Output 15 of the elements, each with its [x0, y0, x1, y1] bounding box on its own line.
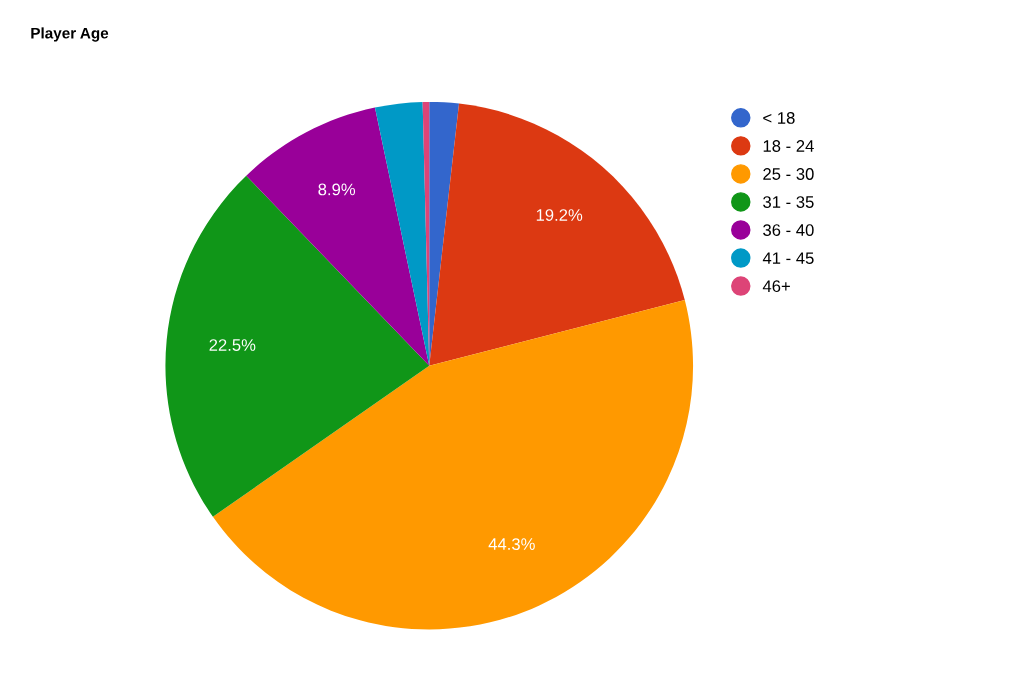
legend-label: 18 - 24	[763, 140, 814, 152]
legend-label: 36 - 40	[763, 224, 814, 236]
pie-slice	[429, 101, 460, 366]
data-label: 22.5%	[209, 339, 256, 351]
legend-label: 41 - 45	[762, 252, 814, 265]
legend-label: 25 - 30	[763, 168, 814, 180]
pie-slice	[165, 175, 430, 517]
chart-title: Player Age	[31, 27, 109, 42]
legend-label: 31 - 35	[763, 196, 814, 208]
legend-label: 46+	[762, 280, 790, 293]
data-label: 19.2%	[536, 209, 583, 221]
data-label: 44.3%	[488, 538, 535, 550]
legend-label: < 18	[763, 112, 795, 124]
data-label: 8.9%	[318, 183, 356, 196]
pie-slice	[429, 103, 685, 366]
